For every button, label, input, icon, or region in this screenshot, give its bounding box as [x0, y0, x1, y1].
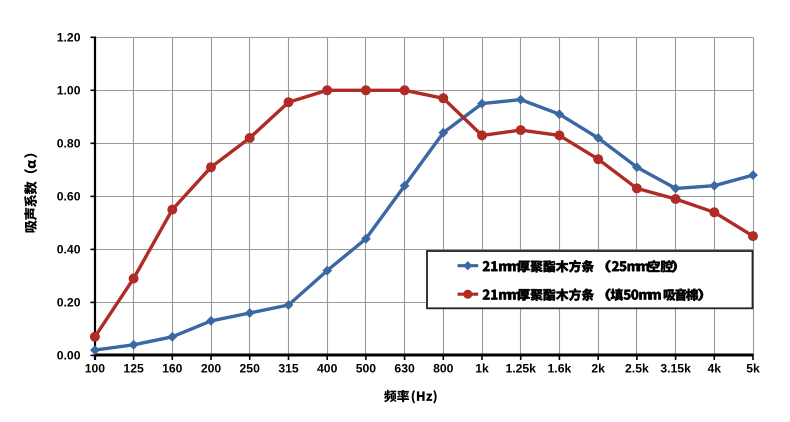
svg-text:0.20: 0.20 — [57, 296, 81, 310]
svg-text:100: 100 — [85, 361, 106, 375]
svg-text:2.5k: 2.5k — [625, 361, 649, 375]
svg-text:2k: 2k — [591, 361, 605, 375]
svg-text:200: 200 — [201, 361, 222, 375]
svg-text:160: 160 — [162, 361, 183, 375]
svg-text:400: 400 — [317, 361, 338, 375]
svg-text:315: 315 — [278, 361, 299, 375]
svg-text:4k: 4k — [708, 361, 722, 375]
svg-text:125: 125 — [123, 361, 144, 375]
svg-text:630: 630 — [394, 361, 415, 375]
svg-text:5k: 5k — [746, 361, 760, 375]
svg-text:0.00: 0.00 — [57, 349, 81, 363]
svg-text:250: 250 — [240, 361, 261, 375]
svg-text:3.15k: 3.15k — [660, 361, 691, 375]
svg-text:0.40: 0.40 — [57, 243, 81, 257]
svg-text:1.00: 1.00 — [57, 84, 81, 98]
svg-text:0.80: 0.80 — [57, 137, 81, 151]
svg-text:500: 500 — [356, 361, 377, 375]
svg-text:800: 800 — [433, 361, 454, 375]
svg-text:1k: 1k — [475, 361, 489, 375]
svg-text:1.20: 1.20 — [57, 31, 81, 45]
svg-text:1.6k: 1.6k — [548, 361, 572, 375]
svg-text:1.25k: 1.25k — [505, 361, 536, 375]
svg-text:0.60: 0.60 — [57, 190, 81, 204]
